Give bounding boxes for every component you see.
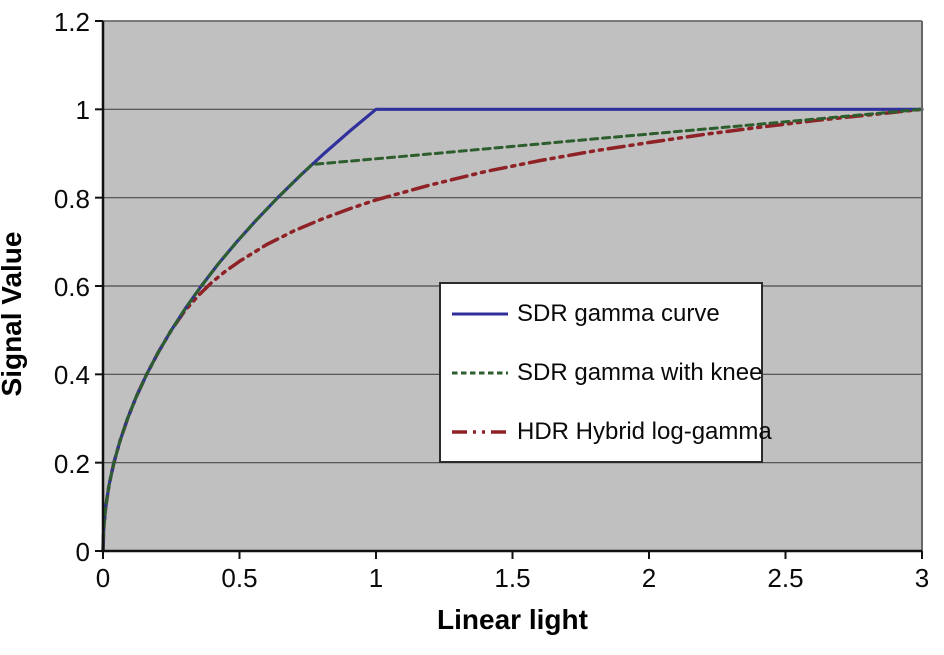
x-tick-label: 1.5 [494,563,531,593]
legend-box: SDR gamma curve SDR gamma with knee HDR … [439,282,772,463]
axis-tick-marks [95,20,923,559]
legend-label: SDR gamma curve [517,299,720,327]
data-series-curves [101,107,924,553]
legend-label: SDR gamma with knee [517,358,763,386]
y-tick-label: 0 [75,537,90,567]
y-tick-label: 0.8 [53,183,90,214]
legend-item-sdr-gamma-with-knee: SDR gamma with knee [451,343,763,402]
x-tick-label: 1 [368,563,384,593]
x-axis-title: Linear light [437,604,588,635]
y-tick-label: 1 [75,95,90,126]
x-tick-label: 2 [641,563,657,593]
x-tick-label: 2.5 [767,563,804,593]
x-tick-label: 0.5 [221,563,258,593]
y-tick-label: 1.2 [53,7,90,37]
x-tick-label: 0 [95,563,111,593]
legend-item-sdr-gamma-curve: SDR gamma curve [451,284,761,343]
dashed-line-swatch [452,371,508,374]
x-tick-label: 3 [914,563,930,593]
y-tick-label: 0.2 [53,448,90,479]
solid-line-swatch [452,312,508,315]
y-tick-label: 0.6 [53,272,90,302]
y-axis-title: Signal Value [0,231,27,397]
legend-label: HDR Hybrid log-gamma [517,417,772,445]
y-tick-label: 0.4 [53,360,90,391]
legend-item-hdr-hybrid-log-gamma: HDR Hybrid log-gamma [451,402,772,461]
dash-dot-dot-line-swatch [452,429,508,434]
